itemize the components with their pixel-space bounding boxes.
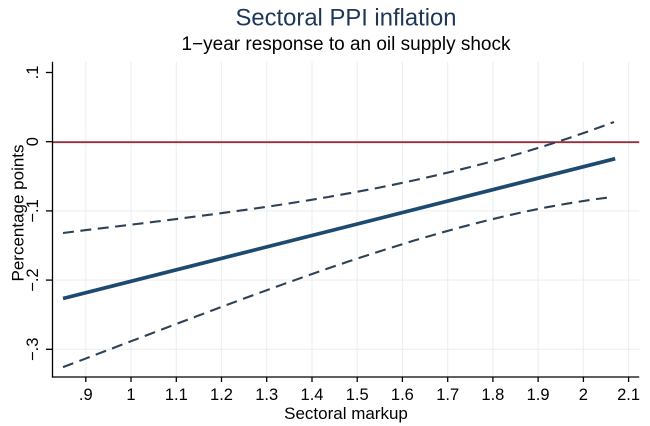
svg-text:1.5: 1.5 [346,386,369,404]
svg-text:2: 2 [579,386,588,404]
svg-text:1.2: 1.2 [210,386,233,404]
svg-text:1.8: 1.8 [481,386,504,404]
svg-text:−.3: −.3 [24,338,42,361]
svg-text:Percentage points: Percentage points [9,144,28,281]
svg-text:1.4: 1.4 [301,386,324,404]
svg-text:2.1: 2.1 [617,386,640,404]
svg-text:1.3: 1.3 [255,386,278,404]
svg-text:1−year response to an oil supp: 1−year response to an oil supply shock [181,34,511,55]
svg-text:.9: .9 [79,386,93,404]
svg-text:.1: .1 [24,66,42,80]
svg-text:1: 1 [126,386,135,404]
svg-text:1.1: 1.1 [165,386,188,404]
svg-text:−.2: −.2 [24,268,42,291]
svg-text:Sectoral PPI inflation: Sectoral PPI inflation [236,5,457,32]
svg-text:1.9: 1.9 [527,386,550,404]
svg-text:Sectoral markup: Sectoral markup [284,404,408,423]
svg-text:1.7: 1.7 [436,386,459,404]
svg-text:0: 0 [24,137,42,146]
svg-text:1.6: 1.6 [391,386,414,404]
svg-text:−.1: −.1 [24,199,42,222]
